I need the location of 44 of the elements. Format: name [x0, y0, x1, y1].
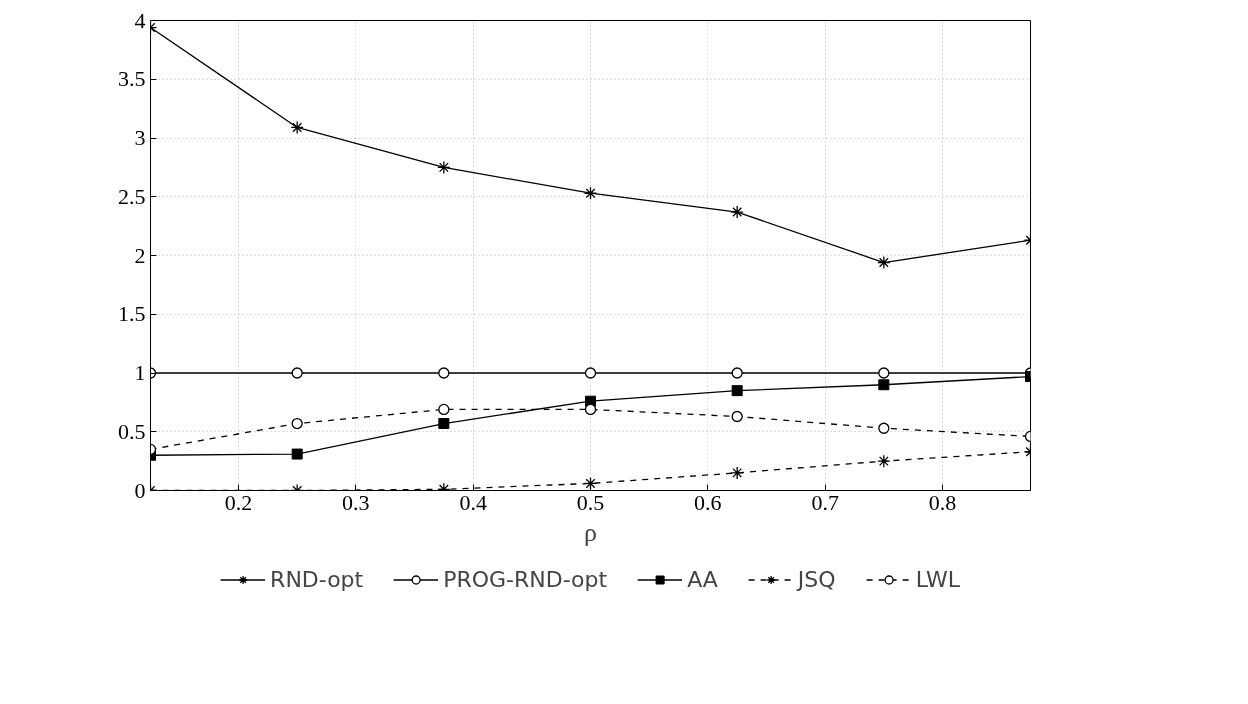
x-tick-label: 0.8	[928, 489, 957, 515]
point	[731, 367, 743, 379]
y-tick-label: 0.5	[118, 418, 146, 444]
y-tick-label: 1	[134, 360, 146, 385]
point	[878, 422, 890, 434]
point	[878, 379, 890, 391]
point	[290, 120, 304, 135]
point	[291, 448, 303, 460]
point	[438, 418, 450, 430]
point	[731, 410, 743, 423]
point	[731, 385, 743, 397]
point	[438, 403, 450, 416]
y-tick-label: 2.5	[118, 183, 146, 209]
y-tick-label: 2	[134, 242, 146, 268]
x-axis-title: ρ	[584, 517, 597, 547]
point	[878, 367, 890, 379]
legend-label: PROG-RND-opt	[443, 566, 608, 592]
point	[291, 417, 303, 430]
point	[583, 186, 598, 200]
point	[583, 476, 598, 491]
point	[291, 367, 303, 379]
y-tick-label: 3	[134, 125, 146, 150]
point	[584, 367, 597, 379]
x-tick-label: 0.3	[342, 489, 370, 515]
point	[584, 403, 597, 416]
legend-label: LWL	[915, 566, 960, 592]
x-tick-label: 0.5	[576, 489, 605, 515]
legend-label: RND-opt	[270, 566, 364, 592]
point	[437, 160, 451, 175]
x-tick-label: 0.7	[811, 489, 839, 515]
point	[730, 466, 744, 480]
y-tick-label: 0	[134, 477, 146, 503]
y-tick-label: 1.5	[118, 301, 146, 327]
point	[877, 255, 891, 270]
x-tick-label: 0.6	[694, 489, 722, 515]
point	[438, 367, 450, 379]
x-tick-label: 0.2	[224, 489, 253, 515]
y-tick-label: 3.5	[118, 66, 146, 92]
point	[730, 205, 744, 219]
x-tick-label: 0.4	[459, 489, 487, 515]
y-tick-label: 4	[134, 7, 146, 33]
point	[877, 454, 891, 468]
legend-label: AA	[687, 566, 718, 592]
legend-label: JSQ	[797, 566, 836, 592]
